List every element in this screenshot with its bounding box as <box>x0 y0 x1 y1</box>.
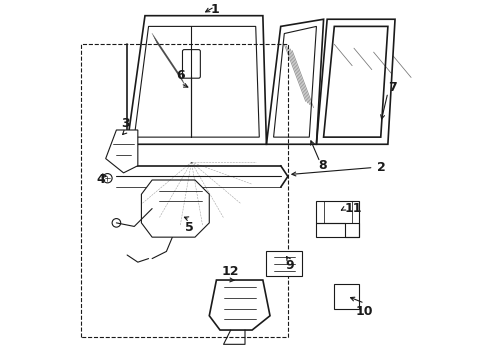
FancyBboxPatch shape <box>159 185 192 232</box>
Circle shape <box>160 206 166 211</box>
Polygon shape <box>142 180 209 237</box>
Circle shape <box>103 174 112 183</box>
Text: 6: 6 <box>176 69 185 82</box>
Text: 1: 1 <box>210 3 219 16</box>
Text: 8: 8 <box>318 159 327 172</box>
Polygon shape <box>209 280 270 330</box>
Circle shape <box>338 287 356 305</box>
Text: 5: 5 <box>185 221 194 234</box>
Text: 7: 7 <box>388 81 396 94</box>
Text: 10: 10 <box>356 305 373 318</box>
Text: 9: 9 <box>285 258 294 271</box>
Text: 2: 2 <box>377 161 386 174</box>
Text: 3: 3 <box>121 117 130 130</box>
Circle shape <box>352 208 359 216</box>
Polygon shape <box>106 130 138 173</box>
Circle shape <box>196 206 201 211</box>
Polygon shape <box>267 251 302 276</box>
Text: 12: 12 <box>222 265 240 278</box>
Circle shape <box>170 225 181 235</box>
Circle shape <box>343 292 351 300</box>
Polygon shape <box>334 284 359 309</box>
Circle shape <box>112 219 121 227</box>
Text: 11: 11 <box>345 202 363 215</box>
FancyBboxPatch shape <box>182 50 200 78</box>
Text: 4: 4 <box>96 173 105 186</box>
Circle shape <box>317 208 323 216</box>
Polygon shape <box>317 202 359 237</box>
